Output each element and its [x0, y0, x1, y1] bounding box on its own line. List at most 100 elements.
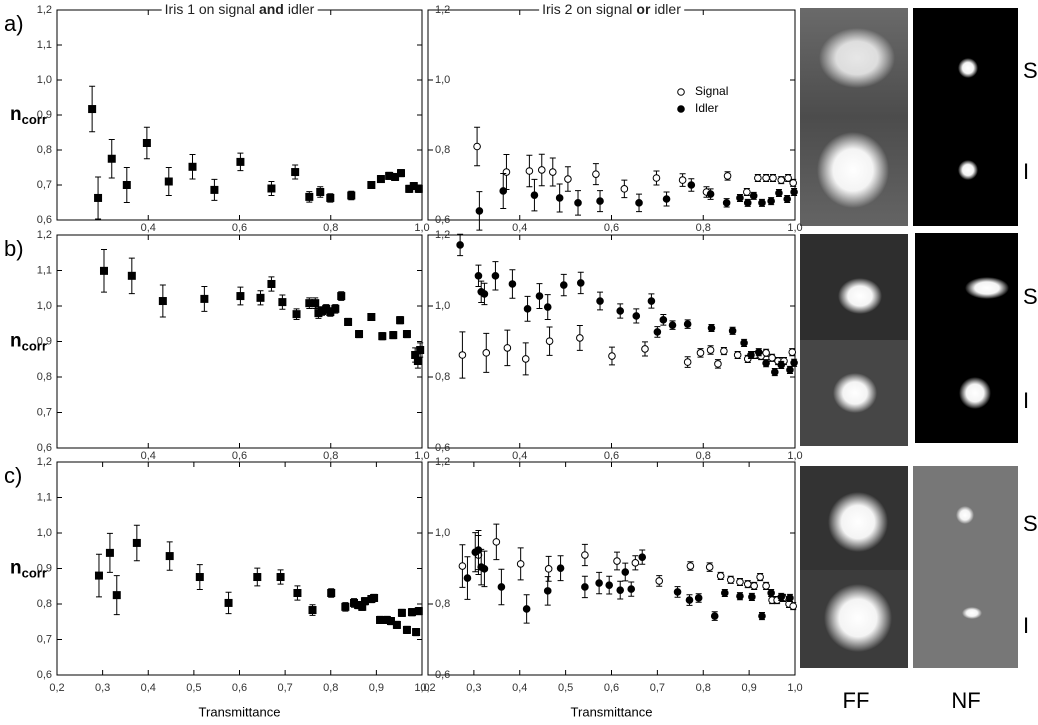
marker: [342, 603, 349, 610]
x-tick-label: 0,8: [696, 450, 711, 462]
marker: [772, 369, 779, 376]
marker: [317, 189, 324, 196]
marker: [727, 577, 734, 584]
y-tick-label: 0,8: [435, 144, 450, 156]
marker: [393, 621, 400, 628]
x-tick-label: 0,9: [741, 682, 756, 694]
marker: [789, 349, 796, 356]
marker: [778, 594, 785, 601]
marker: [790, 180, 797, 187]
marker: [294, 589, 301, 596]
row-label: S: [1023, 511, 1038, 536]
marker: [684, 359, 691, 366]
y-tick-label: 1,0: [37, 300, 52, 312]
marker: [686, 597, 693, 604]
y-axis-label: ncorr: [10, 331, 47, 354]
marker: [577, 280, 584, 287]
nf-spot: [956, 506, 974, 524]
marker: [787, 595, 794, 602]
marker: [654, 329, 661, 336]
marker: [617, 308, 624, 315]
marker: [544, 304, 551, 311]
marker: [715, 361, 722, 368]
plot-frame: [57, 10, 422, 220]
marker: [356, 331, 363, 338]
x-tick-label: 0,5: [186, 682, 201, 694]
marker: [770, 175, 777, 182]
marker: [751, 583, 758, 590]
x-tick-label: 0,6: [232, 682, 247, 694]
marker: [656, 578, 663, 585]
marker: [759, 200, 766, 207]
x-axis-label: Transmittance: [571, 704, 653, 719]
marker: [609, 353, 616, 360]
legend-marker: [678, 106, 685, 113]
marker: [763, 583, 770, 590]
y-tick-label: 1,1: [37, 39, 52, 51]
marker: [368, 314, 375, 321]
nf-image: [915, 233, 1018, 443]
marker: [757, 574, 764, 581]
marker: [749, 594, 756, 601]
y-tick-label: 0,6: [435, 214, 450, 226]
marker: [669, 322, 676, 329]
image-panels: [800, 8, 1018, 668]
marker: [459, 352, 466, 359]
marker: [268, 280, 275, 287]
marker: [95, 194, 102, 201]
marker: [768, 590, 775, 597]
marker: [597, 298, 604, 305]
x-tick-label: 0,6: [604, 682, 619, 694]
x-tick-label: 0,3: [466, 682, 481, 694]
y-tick-label: 0,8: [435, 598, 450, 610]
marker: [759, 613, 766, 620]
marker: [403, 331, 410, 338]
y-tick-label: 1,0: [435, 527, 450, 539]
marker: [784, 196, 791, 203]
marker: [459, 563, 466, 570]
marker: [617, 587, 624, 594]
marker: [327, 194, 334, 201]
x-tick-label: 0,4: [141, 222, 156, 234]
marker: [237, 158, 244, 165]
y-tick-label: 0,6: [37, 669, 52, 681]
y-tick-label: 1,2: [37, 456, 52, 468]
y-label-sub: corr: [22, 566, 47, 581]
marker: [763, 175, 770, 182]
x-tick-label: 0,4: [512, 450, 527, 462]
plot-frame: [428, 10, 795, 220]
row-label: S: [1023, 58, 1038, 83]
marker: [744, 581, 751, 588]
marker: [748, 352, 755, 359]
title-part: idler: [654, 1, 681, 17]
marker: [398, 609, 405, 616]
marker: [582, 552, 589, 559]
marker: [565, 176, 572, 183]
marker: [417, 347, 424, 354]
y-axis-label: ncorr: [10, 104, 47, 127]
x-tick-label: 0,6: [232, 222, 247, 234]
marker: [100, 267, 107, 274]
marker: [509, 281, 516, 288]
marker: [687, 563, 694, 570]
x-tick-label: 0,4: [141, 450, 156, 462]
y-tick-label: 0,8: [37, 371, 52, 383]
ff-spot: [819, 28, 895, 88]
x-tick-label: 0,5: [558, 682, 573, 694]
y-tick-label: 0,6: [435, 442, 450, 454]
marker: [531, 192, 538, 199]
marker: [729, 328, 736, 335]
marker: [408, 609, 415, 616]
marker: [524, 306, 531, 313]
column-label: NF: [951, 688, 980, 713]
marker: [763, 360, 770, 367]
marker: [707, 347, 714, 354]
x-tick-label: 0,8: [696, 682, 711, 694]
marker: [257, 294, 264, 301]
marker: [755, 175, 762, 182]
marker: [544, 588, 551, 595]
marker: [593, 171, 600, 178]
marker: [695, 595, 702, 602]
marker: [663, 196, 670, 203]
marker: [517, 561, 524, 568]
